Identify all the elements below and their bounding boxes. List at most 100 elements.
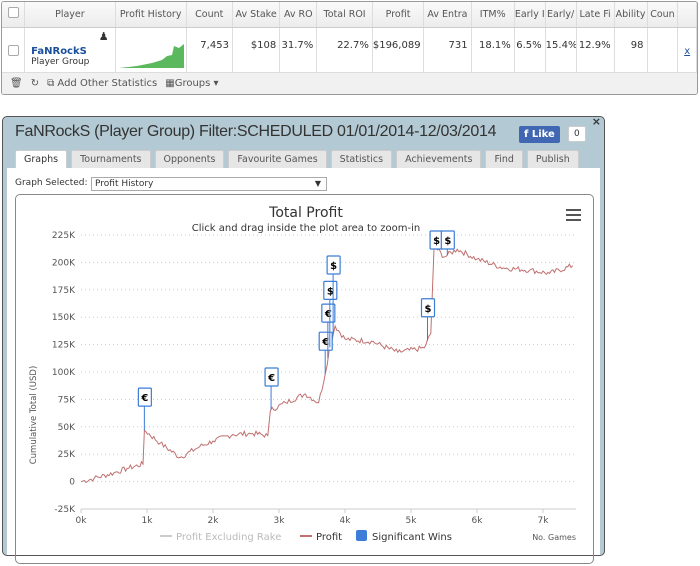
row-checkbox[interactable] [2, 27, 26, 76]
column-header[interactable]: Profit [372, 2, 425, 28]
significant-win-flag[interactable]: € [321, 303, 336, 359]
y-tick-label: 125K [52, 341, 76, 351]
column-header[interactable]: Early I [514, 2, 546, 28]
y-axis-label: Cumulative Total (USD) [29, 366, 39, 465]
flag-box [264, 367, 279, 387]
flag-currency-icon: € [267, 373, 275, 384]
chart-legend: Profit Excluding Rake Profit Significant… [160, 530, 452, 543]
profit-line [80, 244, 574, 484]
flag-box [420, 298, 436, 318]
significant-win-flag[interactable]: € [318, 331, 333, 375]
chart-title: Total Profit [268, 205, 343, 221]
legend-wins-swatch [356, 530, 367, 541]
header-filler [677, 2, 697, 28]
profit-chart[interactable]: Total Profit Click and drag inside the p… [15, 194, 594, 564]
y-tick-label: -25K [54, 505, 76, 515]
chart-menu-icon[interactable] [566, 209, 581, 221]
y-tick-label: 225K [52, 231, 76, 241]
significant-win-flag[interactable]: € [137, 387, 152, 431]
column-header[interactable]: Player [24, 2, 116, 28]
y-tick-label: 0 [69, 478, 75, 488]
like-label: Like [531, 129, 555, 140]
column-header[interactable]: ITM% [471, 2, 515, 28]
x-tick-label: 0k [76, 516, 88, 526]
x-tick-label: 7k [538, 516, 550, 526]
y-tick-label: 100K [52, 368, 76, 378]
significant-win-flag[interactable]: € [264, 367, 279, 411]
player-dialog: FaNRockS (Player Group) Filter:SCHEDULED… [2, 115, 605, 564]
significant-win-flag[interactable]: $ [326, 255, 341, 335]
significant-win-flag[interactable]: $ [440, 230, 455, 256]
player-type: Player Group [31, 57, 90, 67]
early-cell: 6.5% [514, 27, 546, 76]
x-tick-label: 1k [142, 516, 154, 526]
significant-win-flag[interactable]: $ [420, 298, 436, 341]
legend-wins[interactable]: Significant Wins [372, 532, 452, 543]
tab-favourite-games[interactable]: Favourite Games [228, 150, 327, 168]
tab-graphs[interactable]: Graphs [15, 150, 68, 168]
column-header[interactable]: Total ROI [316, 2, 373, 28]
flag-currency-icon: € [324, 309, 332, 320]
groups-label: Groups [174, 78, 211, 89]
close-icon[interactable]: × [591, 115, 601, 128]
flag-currency-icon: $ [444, 236, 451, 247]
x-tick-label: 6k [472, 516, 484, 526]
legend-rake[interactable]: Profit Excluding Rake [176, 532, 281, 543]
y-tick-label: 75K [58, 395, 76, 405]
player-name-link[interactable]: FaNRockS [31, 46, 87, 57]
select-all-checkbox[interactable] [2, 2, 26, 28]
add-statistics-label: Add Other Statistics [57, 78, 158, 89]
y-tick-label: 150K [52, 313, 76, 323]
y-tick-label: 25K [58, 450, 76, 460]
column-header[interactable]: Late Fi [576, 2, 615, 28]
graph-select-value: Profit History [95, 179, 154, 189]
flag-currency-icon: $ [425, 304, 432, 315]
tab-publish[interactable]: Publish [526, 150, 579, 168]
player-icon: ♟ [98, 29, 109, 43]
av-roi-cell: 31.7% [279, 27, 318, 76]
x-tick-label: 3k [274, 516, 286, 526]
tab-achievements[interactable]: Achievements [396, 150, 482, 168]
column-header[interactable]: Av RO [279, 2, 318, 28]
total-roi-cell: 22.7% [316, 27, 373, 76]
remove-link[interactable]: x [677, 27, 697, 76]
late-cell: 12.9% [576, 27, 615, 76]
tab-statistics[interactable]: Statistics [330, 150, 393, 168]
add-statistics-button[interactable]: ⧉ Add Other Statistics [47, 78, 158, 89]
column-header[interactable]: Coun [647, 2, 679, 28]
graph-select[interactable]: Profit History ▼ [91, 177, 327, 191]
refresh-icon[interactable]: ↻ [30, 78, 40, 89]
column-header[interactable]: Av Stake [232, 2, 281, 28]
facebook-like-button[interactable]: f Like [519, 126, 560, 143]
flag-currency-icon: $ [433, 236, 440, 247]
trash-icon[interactable]: 🗑 [10, 78, 23, 89]
itm-cell: 18.1% [471, 27, 515, 76]
tab-content: Graph Selected: Profit History ▼ Total Pr… [7, 168, 600, 564]
profit-sparkline [115, 27, 187, 76]
early-mid-cell: 15.4% [545, 27, 577, 76]
column-header[interactable]: Profit History [115, 2, 187, 28]
table-row: ♟ FaNRockS Player Group 7,453 $108 31.7%… [2, 27, 697, 76]
dialog-tabs: Graphs Tournaments Opponents Favourite G… [15, 150, 579, 168]
count-cell: 7,453 [186, 27, 233, 76]
flag-box [137, 387, 152, 407]
chart-svg[interactable]: Total Profit Click and drag inside the p… [16, 195, 593, 563]
like-count: 0 [568, 126, 586, 142]
x-tick-label: 4k [340, 516, 352, 526]
player-cell: ♟ FaNRockS Player Group [24, 27, 116, 76]
column-header[interactable]: Av Entra [423, 2, 472, 28]
tab-find[interactable]: Find [485, 150, 523, 168]
legend-profit[interactable]: Profit [316, 532, 342, 543]
column-header[interactable]: Early/ [545, 2, 577, 28]
flag-box [318, 331, 333, 351]
groups-dropdown[interactable]: ▦Groups ▾ [165, 78, 219, 89]
player-stats-grid: Player Profit History Count Av Stake Av … [1, 1, 698, 95]
flag-currency-icon: € [140, 393, 148, 404]
column-header[interactable]: Count [186, 2, 233, 28]
tab-opponents[interactable]: Opponents [154, 150, 225, 168]
column-header[interactable]: Ability [614, 2, 648, 28]
chart-subtitle: Click and drag inside the plot area to z… [192, 223, 420, 234]
x-axis-label: No. Games [532, 533, 576, 542]
tab-tournaments[interactable]: Tournaments [71, 150, 151, 168]
dialog-title: FaNRockS (Player Group) Filter:SCHEDULED… [15, 123, 497, 140]
